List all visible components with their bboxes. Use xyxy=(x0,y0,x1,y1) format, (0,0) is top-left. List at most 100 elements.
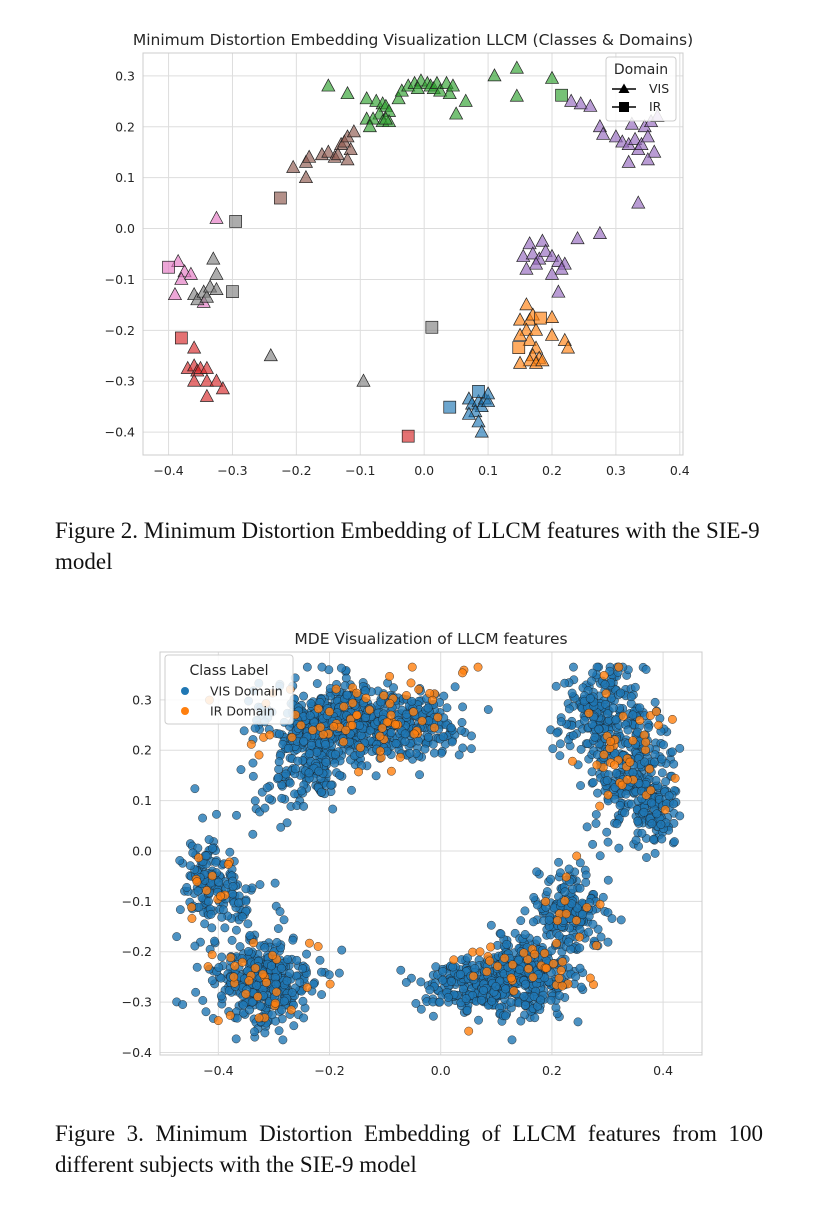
vis-domain-point xyxy=(651,776,661,785)
vis-domain-point xyxy=(212,809,221,819)
vis-domain-point xyxy=(267,1010,277,1020)
ir-domain-point xyxy=(213,1016,223,1026)
vis-domain-point xyxy=(446,723,456,733)
ir-domain-point xyxy=(386,710,396,720)
vis-domain-point xyxy=(575,943,585,953)
vis-domain-point xyxy=(241,884,251,894)
vis-domain-point xyxy=(248,771,258,781)
vis-domain-point xyxy=(635,703,645,713)
vis-domain-point xyxy=(293,756,303,766)
vis-domain-point xyxy=(401,978,411,987)
vis-domain-point xyxy=(312,679,322,688)
vis-domain-point xyxy=(277,793,287,803)
vis-domain-point xyxy=(628,710,638,720)
vis-domain-point xyxy=(306,740,316,750)
vis-triangle-point xyxy=(544,266,560,280)
vis-domain-point xyxy=(554,857,563,867)
vis-domain-point xyxy=(564,704,574,714)
vis-domain-point xyxy=(420,744,430,754)
vis-triangle-point xyxy=(583,98,598,112)
vis-domain-point xyxy=(391,739,401,748)
vis-triangle-point xyxy=(512,327,528,341)
vis-domain-point xyxy=(463,953,472,963)
ir-domain-point xyxy=(654,720,663,730)
vis-domain-point xyxy=(337,945,347,955)
ir-domain-point xyxy=(361,693,371,703)
vis-domain-point xyxy=(190,941,200,951)
y-tick-label: −0.4 xyxy=(105,425,135,440)
vis-domain-point xyxy=(519,991,529,1001)
vis-triangle-point xyxy=(512,355,528,369)
vis-domain-point xyxy=(532,900,542,910)
vis-domain-point xyxy=(551,681,561,691)
ir-domain-point xyxy=(270,998,280,1008)
x-tick-label: 0.3 xyxy=(606,463,626,478)
vis-domain-point xyxy=(241,896,251,906)
vis-domain-point xyxy=(342,690,352,700)
vis-triangle-point xyxy=(410,80,425,94)
ir-domain-point xyxy=(409,707,418,717)
vis-domain-point xyxy=(416,1004,426,1014)
vis-triangle-point xyxy=(570,230,585,245)
vis-domain-point xyxy=(317,967,326,977)
vis-domain-point xyxy=(551,1003,561,1013)
vis-domain-point xyxy=(621,789,631,799)
vis-domain-point xyxy=(560,678,570,688)
figure-2-caption: Figure 2. Minimum Distortion Embedding o… xyxy=(55,518,760,574)
ir-domain-point xyxy=(670,773,680,783)
y-tick-label: −0.1 xyxy=(122,894,152,909)
ir-domain-point xyxy=(296,720,306,730)
ir-domain-point xyxy=(599,750,609,760)
chart-title: Minimum Distortion Embedding Visualizati… xyxy=(133,31,693,49)
vis-domain-point xyxy=(371,771,381,781)
vis-domain-point xyxy=(612,819,622,829)
vis-domain-point xyxy=(603,709,613,719)
vis-domain-point xyxy=(266,961,276,971)
ir-domain-point xyxy=(244,976,254,986)
vis-domain-point xyxy=(502,939,512,949)
vis-domain-point xyxy=(555,991,564,1000)
ir-domain-point xyxy=(595,899,605,909)
ir-domain-point xyxy=(348,698,358,708)
vis-domain-point xyxy=(552,728,562,738)
ir-domain-point xyxy=(375,746,385,756)
vis-domain-point xyxy=(270,878,280,888)
vis-triangle-point xyxy=(621,154,636,168)
vis-domain-point xyxy=(335,770,345,780)
vis-domain-point xyxy=(227,935,237,945)
ir-domain-point xyxy=(375,731,385,741)
ir-domain-point xyxy=(382,717,392,727)
vis-triangle-point xyxy=(551,284,566,298)
vis-domain-point xyxy=(175,905,185,915)
ir-domain-point xyxy=(352,688,362,698)
vis-triangle-point xyxy=(538,243,553,257)
ir-domain-point xyxy=(614,662,624,672)
vis-domain-point xyxy=(299,691,309,701)
vis-domain-point xyxy=(556,717,566,727)
vis-domain-point xyxy=(193,886,203,896)
vis-domain-point xyxy=(201,851,211,861)
ir-domain-point xyxy=(187,914,197,923)
x-tick-label: 0.0 xyxy=(431,1063,451,1078)
y-tick-label: −0.2 xyxy=(105,323,135,338)
vis-domain-point xyxy=(298,964,308,974)
ir-domain-point xyxy=(417,716,427,726)
ir-domain-point xyxy=(558,957,567,967)
vis-domain-point xyxy=(608,703,618,713)
vis-domain-point xyxy=(588,919,598,929)
vis-domain-point xyxy=(555,751,565,761)
ir-square-point xyxy=(555,88,568,102)
vis-triangle-point xyxy=(528,256,544,270)
vis-domain-point xyxy=(530,1013,540,1023)
vis-domain-point xyxy=(631,835,641,845)
vis-domain-point xyxy=(274,1026,284,1036)
vis-domain-point xyxy=(630,682,640,692)
ir-domain-point xyxy=(207,950,217,960)
vis-domain-point xyxy=(277,1005,287,1015)
ir-domain-point xyxy=(603,790,613,800)
vis-domain-point xyxy=(633,816,643,826)
vis-domain-point xyxy=(659,740,668,750)
vis-domain-point xyxy=(204,835,214,844)
vis-domain-point xyxy=(217,912,227,922)
ir-domain-point xyxy=(385,671,394,681)
